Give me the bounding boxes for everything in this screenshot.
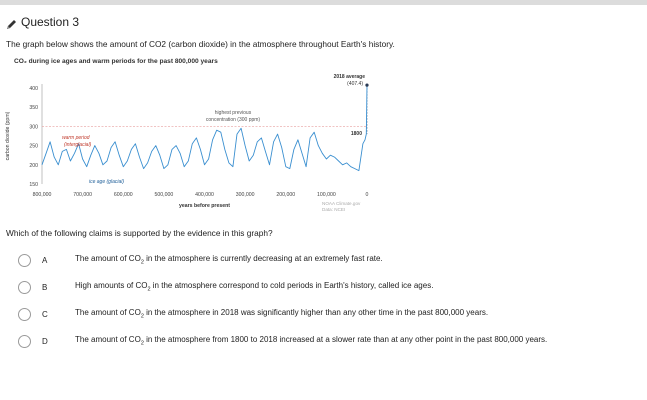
x-tick-label: 700,000 <box>73 192 92 198</box>
option-text: The amount of CO2 in the atmosphere in 2… <box>75 308 488 320</box>
radio-button[interactable] <box>18 253 31 267</box>
annotation-ice-age: ice age (glacial) <box>89 179 124 185</box>
option-text-sub: 2 <box>140 340 144 347</box>
option-text-pre: The amount of CO <box>75 308 141 318</box>
question-header: Question 3 <box>6 15 79 29</box>
option-text-post: in the atmosphere is currently decreasin… <box>143 254 383 264</box>
option-text-post: in the atmosphere in 2018 was significan… <box>143 308 489 318</box>
option-text-sub: 2 <box>147 286 151 293</box>
option-letter: C <box>42 309 48 319</box>
annotation-highest-previous: highest previous <box>215 110 252 116</box>
question-prompt: The graph below shows the amount of CO2 … <box>6 39 395 49</box>
x-tick-label: 400,000 <box>195 192 214 198</box>
y-tick-label: 200 <box>29 163 38 169</box>
radio-button[interactable] <box>18 334 31 348</box>
pencil-icon <box>6 17 17 29</box>
x-tick-label: 0 <box>366 192 369 198</box>
annotation-2018-value: (407.4) <box>347 81 363 87</box>
radio-button[interactable] <box>18 280 31 294</box>
option-d[interactable]: D The amount of CO2 in the atmosphere fro… <box>18 332 638 350</box>
annotation-1800: 1800 <box>351 131 362 137</box>
question-prompt-2: Which of the following claims is support… <box>6 228 273 238</box>
chart-title: CO₂ during ice ages and warm periods for… <box>14 58 218 65</box>
annotation-warm-period: warm period <box>62 135 90 141</box>
question-title: Question 3 <box>21 15 80 29</box>
chart-svg: carbon dioxide (ppm) 400 350 300 250 200 150 80… <box>5 74 369 212</box>
annotation-interglacial: (interglacial) <box>64 142 92 148</box>
option-text-post: in the atmosphere correspond to cold per… <box>150 281 434 291</box>
option-text-post: in the atmosphere from 1800 to 2018 incr… <box>143 335 548 345</box>
y-tick-label: 250 <box>29 144 38 150</box>
source-data-label: Data: NCEI <box>322 207 345 212</box>
option-text: High amounts of CO2 in the atmosphere co… <box>75 281 433 293</box>
x-axis-label: years before present <box>179 203 230 209</box>
annotation-highest-previous-2: concentration (300 ppm) <box>206 117 261 123</box>
y-tick-label: 400 <box>29 86 38 92</box>
option-text: The amount of CO2 in the atmosphere from… <box>75 335 547 347</box>
x-tick-label: 200,000 <box>276 192 295 198</box>
option-text-pre: The amount of CO <box>75 254 141 264</box>
option-text-sub: 2 <box>140 313 144 320</box>
option-letter: A <box>42 255 48 265</box>
x-tick-label: 800,000 <box>33 192 52 198</box>
option-text: The amount of CO2 in the atmosphere is c… <box>75 254 383 266</box>
option-text-sub: 2 <box>140 259 144 266</box>
x-tick-label: 500,000 <box>154 192 173 198</box>
radio-button[interactable] <box>18 307 31 321</box>
y-tick-label: 350 <box>29 105 38 111</box>
x-tick-label: 100,000 <box>317 192 336 198</box>
point-2018 <box>365 83 369 87</box>
option-b[interactable]: B High amounts of CO2 in the atmosphere c… <box>18 278 638 296</box>
y-tick-label: 300 <box>29 124 38 130</box>
top-bar <box>0 0 647 5</box>
y-axis-label: carbon dioxide (ppm) <box>5 111 11 160</box>
co2-chart: CO₂ during ice ages and warm periods for… <box>0 58 400 228</box>
x-tick-label: 600,000 <box>114 192 133 198</box>
annotation-2018-average: 2018 average <box>334 74 366 80</box>
option-a[interactable]: A The amount of CO2 in the atmosphere is … <box>18 251 638 269</box>
option-text-pre: The amount of CO <box>75 335 141 345</box>
option-letter: B <box>42 282 48 292</box>
source-label: NOAA Climate.gov <box>322 201 361 206</box>
option-text-pre: High amounts of CO <box>75 281 148 291</box>
y-tick-label: 150 <box>29 182 38 188</box>
option-c[interactable]: C The amount of CO2 in the atmosphere in … <box>18 305 638 323</box>
co2-series-line <box>41 85 368 172</box>
option-letter: D <box>42 336 48 346</box>
x-tick-label: 300,000 <box>236 192 255 198</box>
